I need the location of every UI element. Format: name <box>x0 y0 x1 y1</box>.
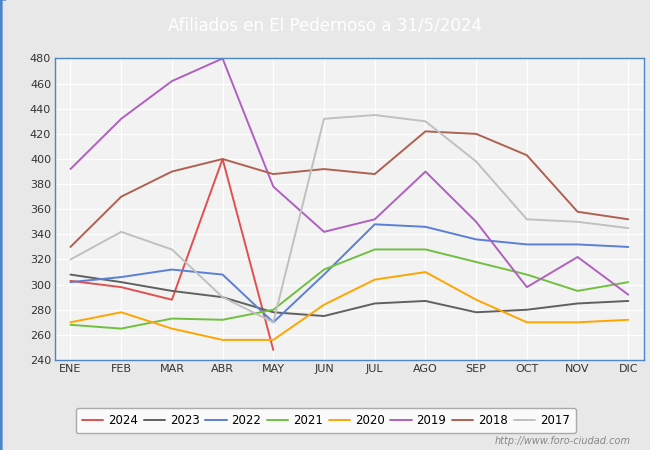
Text: Afiliados en El Pedernoso a 31/5/2024: Afiliados en El Pedernoso a 31/5/2024 <box>168 17 482 35</box>
Legend: 2024, 2023, 2022, 2021, 2020, 2019, 2018, 2017: 2024, 2023, 2022, 2021, 2020, 2019, 2018… <box>76 408 576 433</box>
Text: http://www.foro-ciudad.com: http://www.foro-ciudad.com <box>495 436 630 446</box>
